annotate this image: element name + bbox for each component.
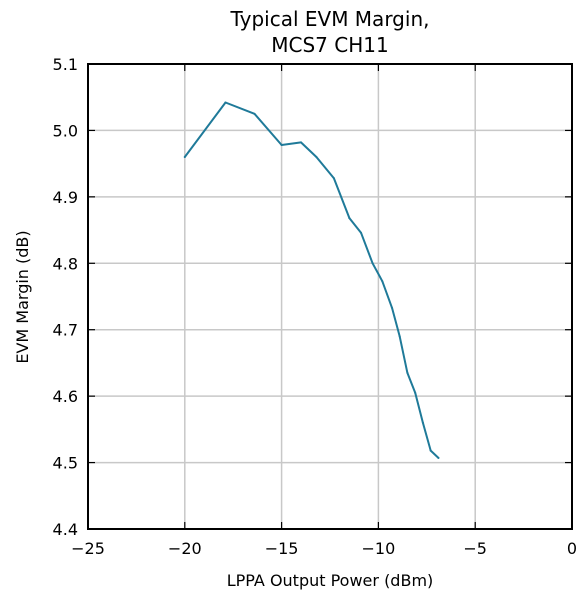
axis-ticks: −25 −20 −15 −10 −5 0 4.4 4.5 4.6 4.7 4.8 4.9 5.0 5.1: [53, 55, 578, 558]
data-point: [421, 421, 424, 424]
series-layer: [183, 101, 440, 459]
data-point: [437, 456, 440, 459]
chart-title: Typical EVM Margin, MCS7 CH11: [230, 7, 430, 57]
data-point: [280, 144, 283, 147]
y-tick-label: 4.7: [53, 321, 78, 340]
y-tick-label: 5.1: [53, 55, 78, 74]
series-line-0: [183, 101, 440, 459]
data-point: [398, 335, 401, 338]
data-point: [381, 280, 384, 283]
y-tick-label: 4.5: [53, 454, 78, 473]
x-tick-label: 0: [567, 539, 577, 558]
y-tick-label: 4.4: [53, 520, 78, 539]
data-point: [332, 177, 335, 180]
x-tick-label: −25: [71, 539, 105, 558]
data-point: [359, 231, 362, 234]
data-point: [253, 112, 256, 115]
data-point: [299, 141, 302, 144]
chart-title-line-1: Typical EVM Margin,: [230, 7, 430, 31]
y-tick-label: 5.0: [53, 121, 78, 140]
data-point: [406, 371, 409, 374]
y-axis-label: EVM Margin (dB): [13, 230, 32, 363]
data-point: [315, 156, 318, 158]
x-tick-label: −5: [463, 539, 487, 558]
data-point: [371, 262, 374, 265]
data-point: [414, 391, 417, 394]
data-point: [429, 449, 432, 452]
chart-title-line-2: MCS7 CH11: [271, 33, 388, 57]
y-tick-label: 4.6: [53, 387, 78, 406]
grid-lines: [87, 63, 573, 530]
data-point: [348, 217, 351, 220]
data-point: [224, 101, 227, 104]
y-tick-label: 4.8: [53, 254, 78, 273]
plot-area-frame: [87, 63, 573, 530]
data-point: [183, 156, 186, 158]
x-tick-label: −10: [362, 539, 396, 558]
y-tick-label: 4.9: [53, 188, 78, 207]
x-tick-label: −15: [265, 539, 299, 558]
x-tick-label: −20: [168, 539, 202, 558]
x-axis-label: LPPA Output Power (dBm): [227, 571, 434, 590]
data-point: [390, 306, 393, 309]
